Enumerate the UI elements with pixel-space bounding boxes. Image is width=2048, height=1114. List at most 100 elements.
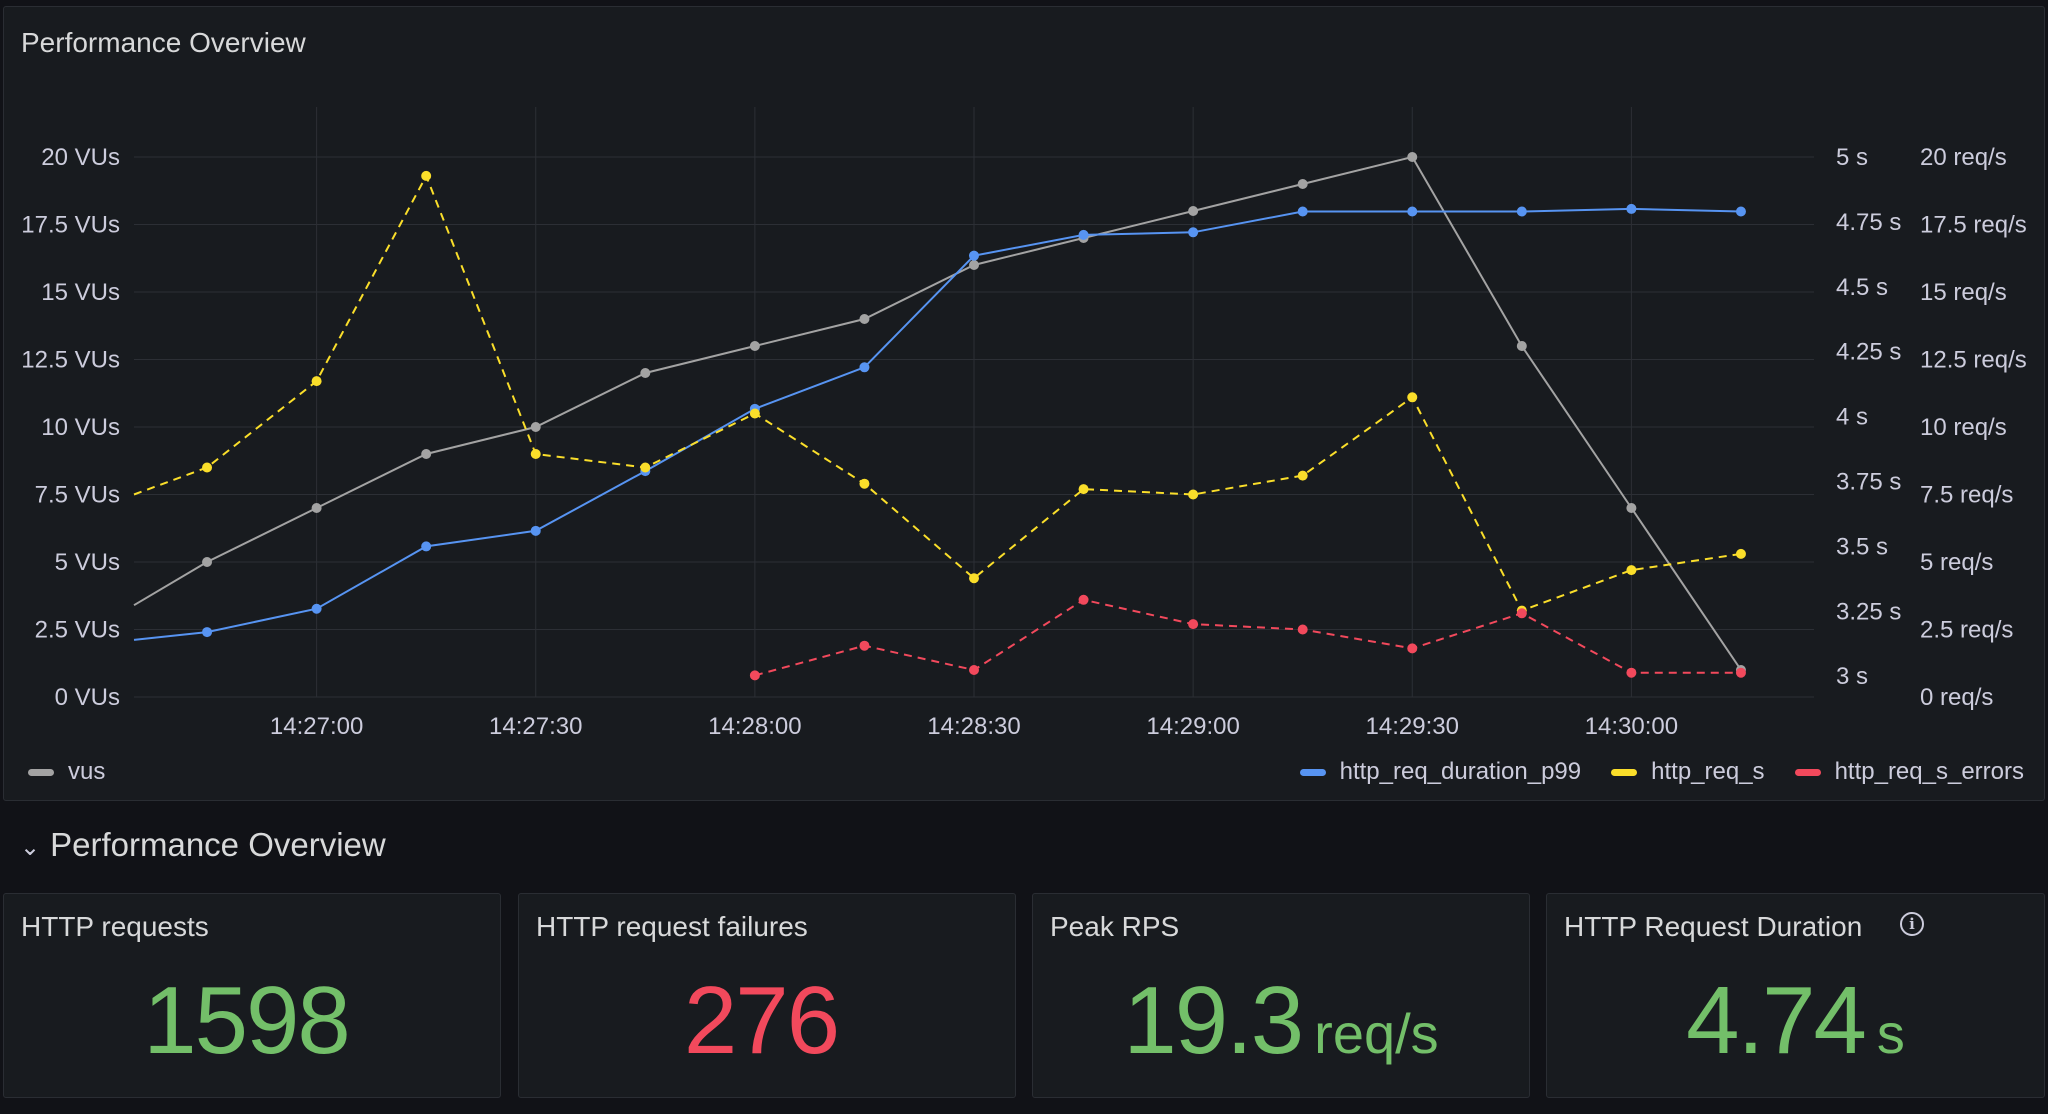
y-left-tick-label: 2.5 VUs	[35, 617, 120, 644]
data-point-vus	[969, 260, 979, 270]
y-right-duration-tick-label: 4.75 s	[1836, 209, 1901, 236]
data-point-http_req_duration_p99	[530, 525, 541, 536]
data-point-http_req_duration_p99	[1188, 227, 1199, 238]
stat-number: 19.3	[1123, 967, 1304, 1074]
data-point-http_req_s_errors	[1297, 624, 1308, 635]
y-right-duration-tick-label: 4.25 s	[1836, 339, 1901, 366]
time-series-chart[interactable]: 0 VUs 2.5 VUs 5 VUs 7.5 VUs 10 VUs 12.5 VUs 15…	[4, 7, 2046, 802]
legend-label: vus	[68, 758, 106, 785]
stat-value: 4.74 s	[1547, 966, 2044, 1076]
data-point-http_req_duration_p99	[311, 603, 322, 614]
data-point-http_req_s	[969, 573, 979, 584]
data-point-vus	[202, 557, 213, 567]
y-right-rps-tick-label: 20 req/s	[1920, 144, 2007, 171]
stat-unit: req/s	[1314, 1002, 1439, 1065]
stat-title: HTTP request failures	[536, 911, 808, 942]
stat-unit: s	[1876, 1002, 1905, 1065]
data-point-http_req_s	[1407, 392, 1418, 403]
data-point-http_req_duration_p99	[1297, 206, 1308, 217]
y-right-duration-tick-label: 4 s	[1836, 404, 1868, 431]
data-point-vus	[1626, 503, 1637, 513]
x-tick-label: 14:28:30	[927, 713, 1020, 740]
row-header-performance-overview[interactable]: ⌄ Performance Overview	[20, 826, 386, 864]
data-point-http_req_duration_p99	[969, 250, 979, 261]
data-point-http_req_s	[1297, 470, 1308, 481]
stat-panel-peak-rps[interactable]: Peak RPS 19.3 req/s	[1032, 893, 1530, 1098]
legend-swatch	[1611, 768, 1638, 776]
y-right-duration-tick-label: 3 s	[1836, 663, 1868, 690]
y-right-rps-tick-label: 0 req/s	[1920, 684, 1993, 711]
stat-number: 1598	[143, 967, 351, 1074]
data-point-http_req_duration_p99	[421, 541, 432, 552]
stat-panel-http-requests[interactable]: HTTP requests 1598	[3, 893, 501, 1098]
legend-right: http_req_duration_p99 http_req_s http_req_…	[1299, 755, 2024, 789]
y-right-duration-tick-label: 3.5 s	[1836, 533, 1888, 560]
stat-value: 1598	[4, 966, 500, 1076]
x-tick-label: 14:29:30	[1366, 713, 1459, 740]
stat-title: HTTP requests	[21, 911, 209, 942]
row-title: Performance Overview	[50, 826, 386, 863]
legend-item-http_req_s_errors[interactable]: http_req_s_errors	[1794, 758, 2024, 786]
y-left-tick-label: 0 VUs	[55, 684, 120, 711]
data-point-vus	[1188, 206, 1199, 216]
data-point-http_req_s	[202, 462, 213, 473]
data-point-http_req_duration_p99	[1407, 206, 1418, 217]
legend-swatch	[28, 768, 54, 776]
data-point-http_req_s_errors	[1407, 643, 1418, 654]
stat-value: 276	[519, 966, 1015, 1076]
data-point-http_req_s_errors	[859, 640, 870, 651]
series-line-vus	[133, 155, 1742, 671]
data-point-vus	[530, 422, 541, 432]
stat-panel-http-request-failures[interactable]: HTTP request failures 276	[518, 893, 1016, 1098]
data-point-http_req_s_errors	[1188, 619, 1199, 630]
stat-number: 4.74	[1686, 967, 1867, 1074]
y-right-rps-tick-label: 2.5 req/s	[1920, 617, 2013, 644]
data-point-http_req_s	[1078, 484, 1089, 495]
chevron-down-icon[interactable]: ⌄	[20, 833, 41, 861]
y-right-duration-tick-label: 3.75 s	[1836, 469, 1901, 496]
data-point-http_req_s_errors	[1516, 608, 1527, 619]
stat-title: Peak RPS	[1050, 911, 1180, 942]
data-point-http_req_duration_p99	[1626, 203, 1637, 214]
x-tick-label: 14:27:30	[489, 713, 582, 740]
data-point-http_req_s	[859, 478, 870, 489]
y-right-duration-tick-label: 5 s	[1836, 144, 1868, 171]
data-point-http_req_duration_p99	[202, 627, 213, 638]
info-circle-icon[interactable]: i	[1900, 912, 1924, 936]
y-left-tick-label: 5 VUs	[55, 549, 120, 576]
y-right-rps-tick-label: 10 req/s	[1920, 414, 2007, 441]
y-left-tick-label: 7.5 VUs	[35, 482, 120, 509]
data-point-http_req_s_errors	[969, 665, 979, 675]
data-point-http_req_s	[1188, 489, 1199, 500]
y-right-rps-tick-label: 15 req/s	[1920, 279, 2007, 306]
y-left-tick-label: 15 VUs	[41, 279, 120, 306]
legend-item-http_req_s[interactable]: http_req_s	[1611, 758, 1765, 786]
chart-panel-title[interactable]: Performance Overview	[21, 27, 306, 58]
data-point-http_req_s_errors	[1078, 594, 1089, 605]
data-point-vus	[1407, 152, 1418, 162]
performance-overview-chart-panel[interactable]: Performance Overview 0 VUs 2.5 VUs 5 VUs 7.…	[3, 6, 2045, 801]
data-point-http_req_s	[640, 462, 651, 473]
legend-item-vus[interactable]: vus	[28, 758, 105, 786]
y-left-tick-label: 12.5 VUs	[21, 347, 120, 374]
data-point-vus	[749, 341, 760, 351]
data-point-vus	[1516, 341, 1527, 351]
data-point-http_req_duration_p99	[1516, 206, 1527, 217]
data-point-http_req_s	[1626, 565, 1637, 576]
y-left-tick-label: 17.5 VUs	[21, 212, 120, 239]
data-point-http_req_s	[749, 408, 760, 419]
stat-value: 19.3 req/s	[1033, 966, 1529, 1076]
y-right-rps-tick-label: 17.5 req/s	[1920, 212, 2027, 239]
legend-swatch	[1299, 768, 1326, 776]
data-point-vus	[421, 449, 432, 459]
series-line-http_req_duration_p99	[133, 207, 1742, 641]
y-right-duration-tick-label: 3.25 s	[1836, 598, 1901, 625]
stat-panel-http-request-duration[interactable]: HTTP Request Duration i 4.74 s	[1546, 893, 2045, 1098]
series-line-http_req_s	[133, 173, 1742, 612]
data-point-vus	[311, 503, 322, 513]
legend-item-http_req_duration_p99[interactable]: http_req_duration_p99	[1299, 758, 1581, 786]
data-point-http_req_s_errors	[749, 670, 760, 681]
data-point-http_req_s	[530, 449, 541, 459]
legend-swatch	[1794, 768, 1821, 776]
x-tick-label: 14:28:00	[708, 713, 801, 740]
